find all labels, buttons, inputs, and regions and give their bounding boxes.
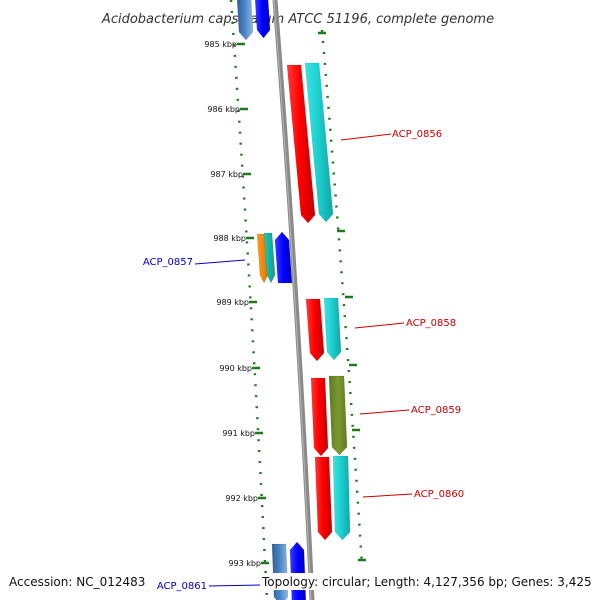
leader-line bbox=[340, 133, 392, 141]
gene-feature-acp-0860-red[interactable] bbox=[314, 456, 333, 541]
gene-feature-acp-0856-cyan[interactable] bbox=[304, 62, 334, 223]
leader-line bbox=[362, 493, 413, 498]
gene-label-acp-0857[interactable]: ACP_0857 bbox=[143, 257, 193, 268]
genome-summary-text: Topology: circular; Length: 4,127,356 bp… bbox=[261, 575, 592, 589]
ruler-tick-label: 993 kbp bbox=[228, 559, 261, 568]
gene-feature-acp-0859-red[interactable] bbox=[310, 377, 329, 457]
gene-feature-acp-0858-red[interactable] bbox=[305, 298, 325, 362]
ruler-tick-label: 986 kbp bbox=[207, 105, 240, 114]
ruler-tick-label: 988 kbp bbox=[213, 234, 246, 243]
map-title: Acidobacterium capsulatum ATCC 51196, co… bbox=[101, 12, 494, 27]
gene-feature-top-steel[interactable] bbox=[236, 0, 254, 41]
genome-backbone-highlight bbox=[273, 0, 312, 600]
gene-features bbox=[236, 0, 351, 600]
gene-labels: ACP_0856 ACP_0857 ACP_0858 ACP_0859 ACP_… bbox=[143, 129, 464, 592]
gene-label-leaders bbox=[194, 133, 413, 587]
gene-feature-acp-0857-teal[interactable] bbox=[263, 232, 276, 284]
gene-feature-acp-0857-blue[interactable] bbox=[274, 231, 293, 284]
gene-label-acp-0859[interactable]: ACP_0859 bbox=[411, 405, 461, 416]
ruler-tick-label: 989 kbp bbox=[216, 298, 249, 307]
accession-text: Accession: NC_012483 bbox=[9, 575, 145, 589]
gene-label-acp-0860[interactable]: ACP_0860 bbox=[414, 489, 464, 500]
leader-line bbox=[359, 409, 410, 415]
ruler-tick-label: 992 kbp bbox=[225, 494, 258, 503]
gene-feature-acp-0861-steel[interactable] bbox=[271, 543, 289, 600]
gene-feature-acp-0856-red[interactable] bbox=[286, 64, 316, 224]
ruler-tick-label: 991 kbp bbox=[222, 429, 255, 438]
gene-label-acp-0856[interactable]: ACP_0856 bbox=[392, 129, 442, 140]
outer-dotted-arc bbox=[320, 29, 364, 566]
genome-backbone bbox=[272, 0, 315, 600]
leader-line bbox=[194, 259, 246, 265]
leader-line bbox=[208, 584, 261, 587]
gene-feature-acp-0858-cyan[interactable] bbox=[323, 297, 342, 361]
gene-label-acp-0861[interactable]: ACP_0861 bbox=[157, 581, 207, 592]
gene-feature-acp-0861-blue[interactable] bbox=[289, 541, 307, 600]
gene-feature-top-blue[interactable] bbox=[254, 0, 271, 39]
ruler-ticks: 985 kbp 986 kbp 987 kbp 988 kbp 989 kbp 990 k… bbox=[204, 31, 366, 568]
ruler-tick-label: 987 kbp bbox=[210, 170, 243, 179]
ruler-tick-label: 985 kbp bbox=[204, 40, 237, 49]
gene-label-acp-0858[interactable]: ACP_0858 bbox=[406, 318, 456, 329]
footer-backdrop-right bbox=[260, 573, 594, 590]
ruler-tick-label: 990 kbp bbox=[219, 364, 252, 373]
leader-line bbox=[354, 322, 405, 329]
footer-backdrop-left bbox=[6, 573, 150, 590]
gene-feature-acp-0859-olive[interactable] bbox=[328, 375, 348, 456]
gene-feature-acp-0860-cyan[interactable] bbox=[332, 455, 351, 541]
